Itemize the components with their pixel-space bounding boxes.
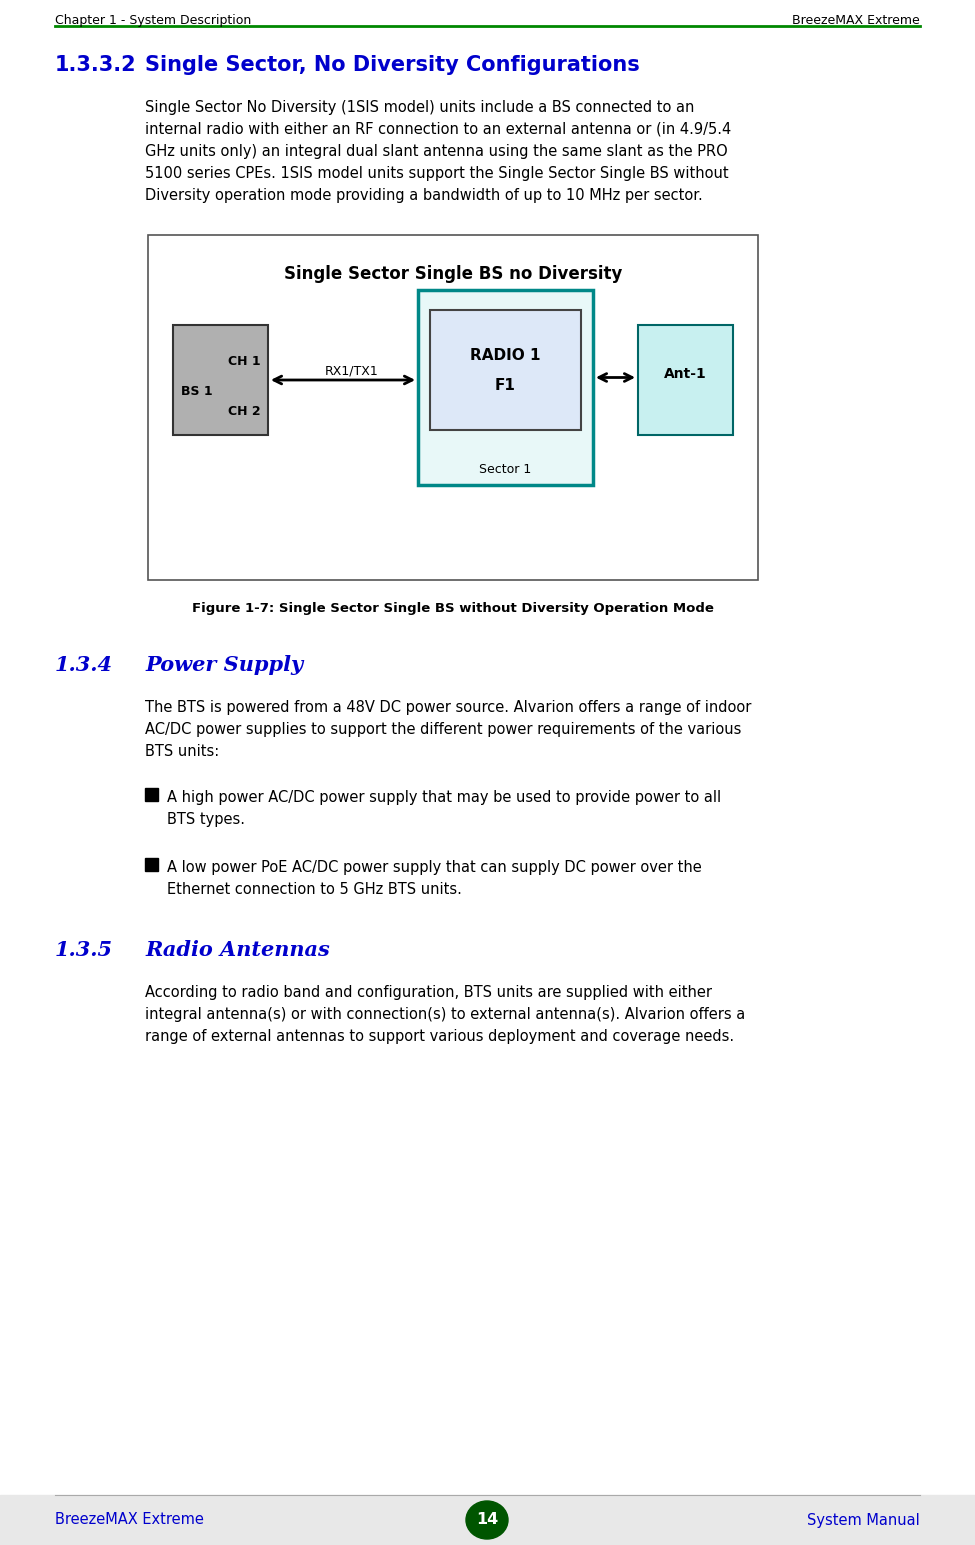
Text: Ant-1: Ant-1 bbox=[664, 368, 707, 382]
Bar bbox=[638, 324, 733, 436]
Text: GHz units only) an integral dual slant antenna using the same slant as the PRO: GHz units only) an integral dual slant a… bbox=[145, 144, 727, 159]
Text: According to radio band and configuration, BTS units are supplied with either: According to radio band and configuratio… bbox=[145, 986, 712, 1000]
Text: Diversity operation mode providing a bandwidth of up to 10 MHz per sector.: Diversity operation mode providing a ban… bbox=[145, 188, 703, 202]
Text: RADIO 1: RADIO 1 bbox=[470, 348, 541, 363]
Text: AC/DC power supplies to support the different power requirements of the various: AC/DC power supplies to support the diff… bbox=[145, 722, 741, 737]
Text: 14: 14 bbox=[476, 1513, 498, 1528]
Ellipse shape bbox=[466, 1502, 508, 1539]
Bar bbox=[430, 311, 581, 430]
Text: internal radio with either an RF connection to an external antenna or (in 4.9/5.: internal radio with either an RF connect… bbox=[145, 122, 731, 138]
Text: BreezeMAX Extreme: BreezeMAX Extreme bbox=[55, 1513, 204, 1528]
Bar bbox=[145, 857, 158, 871]
Text: Ethernet connection to 5 GHz BTS units.: Ethernet connection to 5 GHz BTS units. bbox=[167, 882, 462, 898]
Text: RX1/TX1: RX1/TX1 bbox=[325, 365, 378, 377]
Bar bbox=[418, 290, 593, 485]
Text: CH 2: CH 2 bbox=[228, 405, 260, 419]
Text: Sector 1: Sector 1 bbox=[480, 464, 531, 476]
Text: 1.3.5: 1.3.5 bbox=[55, 939, 113, 959]
Text: integral antenna(s) or with connection(s) to external antenna(s). Alvarion offer: integral antenna(s) or with connection(s… bbox=[145, 1007, 745, 1021]
Text: Single Sector, No Diversity Configurations: Single Sector, No Diversity Configuratio… bbox=[145, 56, 640, 76]
Text: 1.3.4: 1.3.4 bbox=[55, 655, 113, 675]
Text: A high power AC/DC power supply that may be used to provide power to all: A high power AC/DC power supply that may… bbox=[167, 789, 722, 805]
Bar bbox=[0, 1496, 975, 1545]
Bar bbox=[148, 235, 758, 579]
Text: range of external antennas to support various deployment and coverage needs.: range of external antennas to support va… bbox=[145, 1029, 734, 1044]
Text: Chapter 1 - System Description: Chapter 1 - System Description bbox=[55, 14, 252, 26]
Text: Power Supply: Power Supply bbox=[145, 655, 303, 675]
Text: Single Sector Single BS no Diversity: Single Sector Single BS no Diversity bbox=[284, 266, 622, 283]
Text: 5100 series CPEs. 1SIS model units support the Single Sector Single BS without: 5100 series CPEs. 1SIS model units suppo… bbox=[145, 165, 728, 181]
Text: BreezeMAX Extreme: BreezeMAX Extreme bbox=[793, 14, 920, 26]
Text: Radio Antennas: Radio Antennas bbox=[145, 939, 330, 959]
Bar bbox=[173, 324, 268, 436]
Text: BS 1: BS 1 bbox=[181, 385, 213, 399]
Text: BTS units:: BTS units: bbox=[145, 745, 219, 759]
Text: Figure 1-7: Single Sector Single BS without Diversity Operation Mode: Figure 1-7: Single Sector Single BS with… bbox=[192, 603, 714, 615]
Text: Single Sector No Diversity (1SIS model) units include a BS connected to an: Single Sector No Diversity (1SIS model) … bbox=[145, 100, 694, 114]
Text: 1.3.3.2: 1.3.3.2 bbox=[55, 56, 137, 76]
Bar bbox=[145, 788, 158, 800]
Text: System Manual: System Manual bbox=[807, 1513, 920, 1528]
Text: A low power PoE AC/DC power supply that can supply DC power over the: A low power PoE AC/DC power supply that … bbox=[167, 861, 702, 874]
Text: The BTS is powered from a 48V DC power source. Alvarion offers a range of indoor: The BTS is powered from a 48V DC power s… bbox=[145, 700, 752, 715]
Text: BTS types.: BTS types. bbox=[167, 813, 245, 827]
Text: CH 1: CH 1 bbox=[228, 355, 260, 368]
Text: F1: F1 bbox=[495, 379, 516, 392]
